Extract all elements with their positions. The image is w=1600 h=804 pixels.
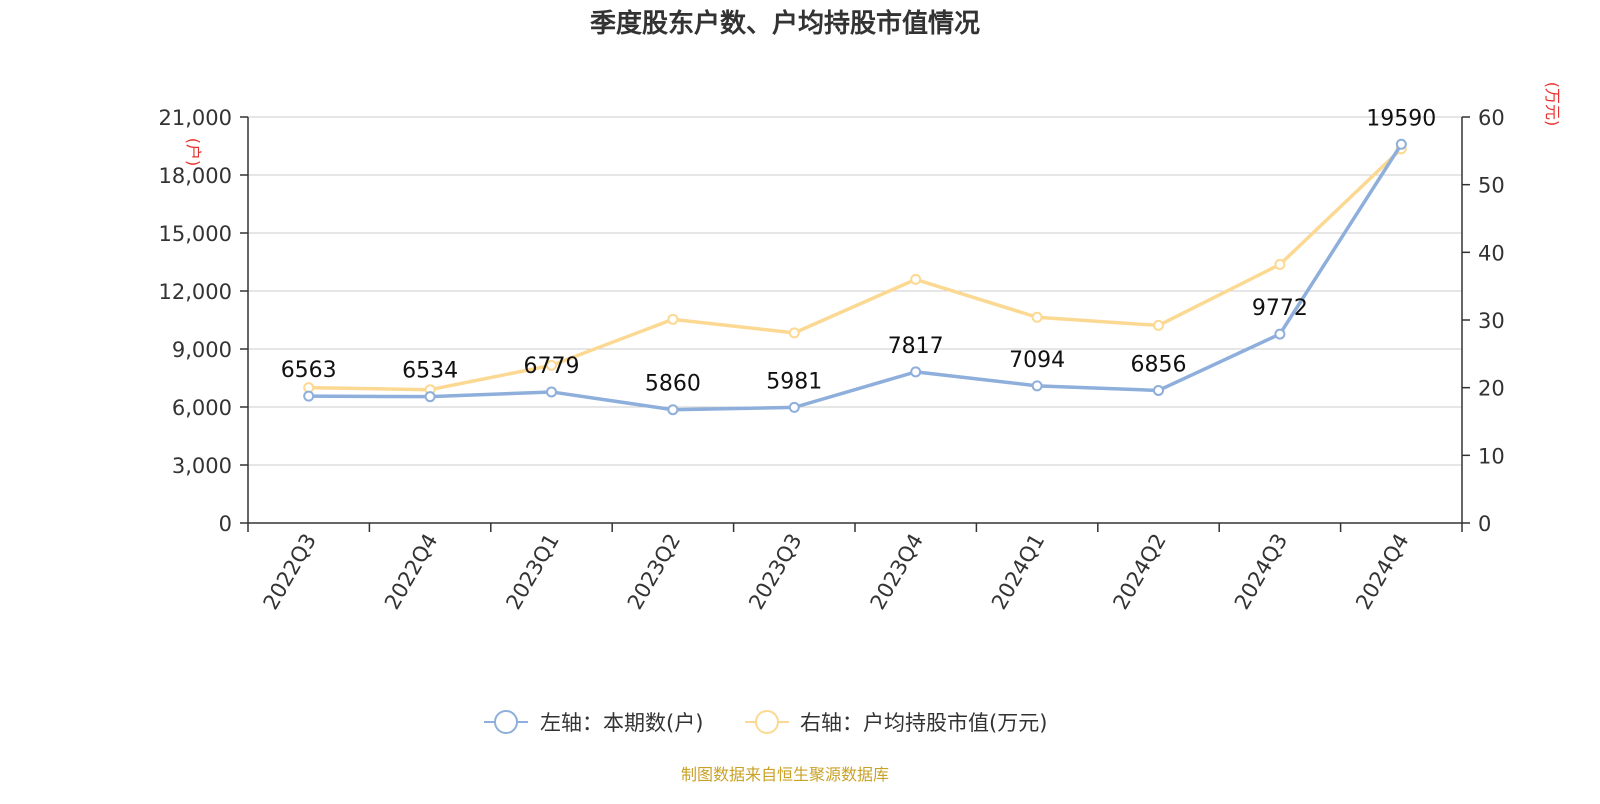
right-axis-tick-label: 0 (1478, 512, 1491, 536)
x-axis-tick-label: 2023Q3 (744, 530, 806, 614)
left-series-point[interactable] (788, 401, 800, 413)
source-footer: 制图数据来自恒生聚源数据库 (681, 765, 889, 784)
data-label: 6779 (524, 354, 580, 379)
left-axis-tick-label: 21,000 (159, 106, 232, 130)
data-label: 6534 (402, 359, 458, 384)
series-lines (303, 138, 1407, 416)
left-series-point[interactable] (1153, 384, 1164, 396)
data-label: 5981 (766, 369, 822, 394)
left-series-point[interactable] (667, 404, 679, 416)
right-axis-tick-label: 30 (1478, 309, 1505, 333)
x-axis-tick-label: 2024Q2 (1108, 530, 1170, 614)
legend-item-right-series[interactable]: 右轴：户均持股市值(万元) (745, 710, 1047, 735)
data-label: 9772 (1252, 296, 1308, 321)
right-axis-tick-label: 20 (1478, 377, 1505, 401)
right-series-point[interactable] (1274, 259, 1286, 271)
x-axis-tick-label: 2024Q1 (987, 530, 1049, 614)
right-series-point[interactable] (1031, 311, 1043, 323)
data-label: 19590 (1366, 106, 1436, 131)
left-series-point[interactable] (910, 366, 922, 378)
left-series-point[interactable] (1395, 138, 1407, 150)
x-axis-tick-label: 2022Q3 (259, 530, 321, 614)
left-series-point[interactable] (1274, 328, 1286, 340)
left-series-point[interactable] (303, 390, 315, 402)
left-series-line (308, 143, 1403, 412)
data-label: 6563 (281, 358, 337, 383)
x-axis-tick-label: 2022Q4 (380, 530, 442, 614)
left-axis-tick-label: 18,000 (159, 164, 232, 188)
legend-label: 右轴：户均持股市值(万元) (800, 711, 1047, 735)
right-series-point[interactable] (546, 359, 557, 371)
right-axis-unit: (万元) (1543, 82, 1562, 127)
left-series-point[interactable] (1031, 380, 1043, 392)
left-axis-tick-label: 6,000 (172, 396, 232, 420)
x-axis-tick-label: 2023Q2 (623, 530, 685, 614)
right-series-point[interactable] (788, 327, 800, 339)
data-labels: 6563 6534 6779 5860 5981 7817 7094 6856 9772 1959… (281, 106, 1437, 396)
right-series-point[interactable] (910, 273, 922, 285)
left-series-point[interactable] (546, 386, 557, 398)
axes: 0 3,000 6,000 9,000 12,000 15,000 18,000 21,000… (159, 106, 1505, 614)
legend: 左轴：本期数(户) 右轴：户均持股市值(万元) (484, 710, 1047, 735)
right-axis-tick-label: 10 (1478, 444, 1505, 468)
left-axis-unit: (户) (184, 138, 203, 167)
grid-lines (248, 116, 1462, 466)
data-label: 6856 (1131, 352, 1187, 377)
right-series-point[interactable] (667, 313, 679, 325)
right-axis-tick-label: 60 (1478, 106, 1505, 130)
legend-label: 左轴：本期数(户) (540, 711, 703, 735)
legend-circle-icon (494, 710, 518, 734)
left-axis-tick-label: 12,000 (159, 280, 232, 304)
right-axis-tick-label: 50 (1478, 174, 1505, 198)
right-series-point[interactable] (1153, 319, 1164, 331)
chart-title: 季度股东户数、户均持股市值情况 (590, 8, 980, 39)
left-axis-tick-label: 9,000 (172, 338, 232, 362)
left-axis-tick-label: 15,000 (159, 222, 232, 246)
left-axis-tick-label: 0 (219, 512, 232, 536)
left-axis-tick-label: 3,000 (172, 454, 232, 478)
right-axis-tick-label: 40 (1478, 241, 1505, 265)
x-axis-tick-label: 2023Q4 (866, 530, 928, 614)
data-label: 5860 (645, 372, 701, 397)
legend-circle-icon (755, 710, 779, 734)
x-axis-tick-label: 2023Q1 (501, 530, 563, 614)
legend-item-left-series[interactable]: 左轴：本期数(户) (484, 710, 703, 735)
right-series-line (308, 147, 1403, 392)
x-axis-tick-label: 2024Q3 (1230, 530, 1292, 614)
x-axis-tick-label: 2024Q4 (1351, 530, 1413, 614)
left-series-point[interactable] (424, 391, 436, 403)
data-label: 7094 (1009, 348, 1065, 373)
data-label: 7817 (888, 334, 944, 359)
